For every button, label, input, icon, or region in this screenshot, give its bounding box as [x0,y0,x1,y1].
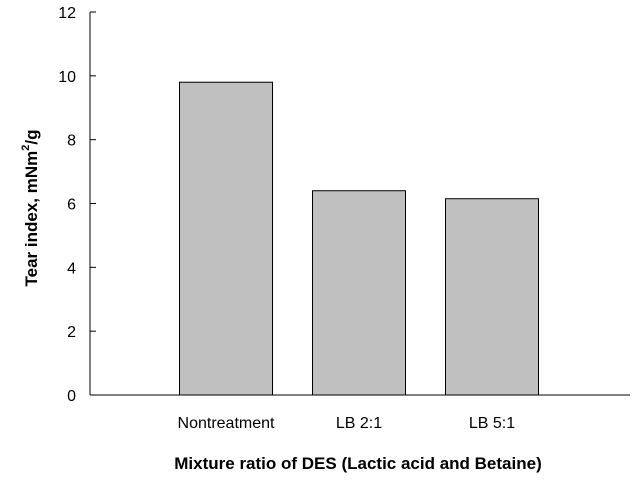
x-tick-label: Nontreatment [178,415,275,432]
y-axis-title: Tear index, mNm2/g [20,130,41,287]
y-tick-label: 0 [67,388,76,405]
bar-3 [445,198,539,396]
x-tick-label: LB 2:1 [336,415,382,432]
y-axis: 0 2 4 6 8 10 12 [58,5,96,405]
y-axis-title-tail: /g [22,130,41,145]
y-tick-label: 6 [67,197,76,214]
y-tick-label: 10 [58,69,76,86]
y-tick-label: 12 [58,5,76,22]
y-axis-title-main: Tear index, mNm [22,151,41,287]
bar-1 [179,81,273,396]
y-tick-label: 2 [67,324,76,341]
x-tick-label: LB 5:1 [469,415,515,432]
y-tick-label: 8 [67,133,76,150]
x-axis-title: Mixture ratio of DES (Lactic acid and Be… [174,454,541,473]
bars-group [179,81,539,396]
bar-2 [312,190,406,396]
y-axis-title-superscript: 2 [20,145,32,151]
x-axis: Nontreatment LB 2:1 LB 5:1 [90,394,630,432]
y-tick-label: 4 [67,260,76,277]
